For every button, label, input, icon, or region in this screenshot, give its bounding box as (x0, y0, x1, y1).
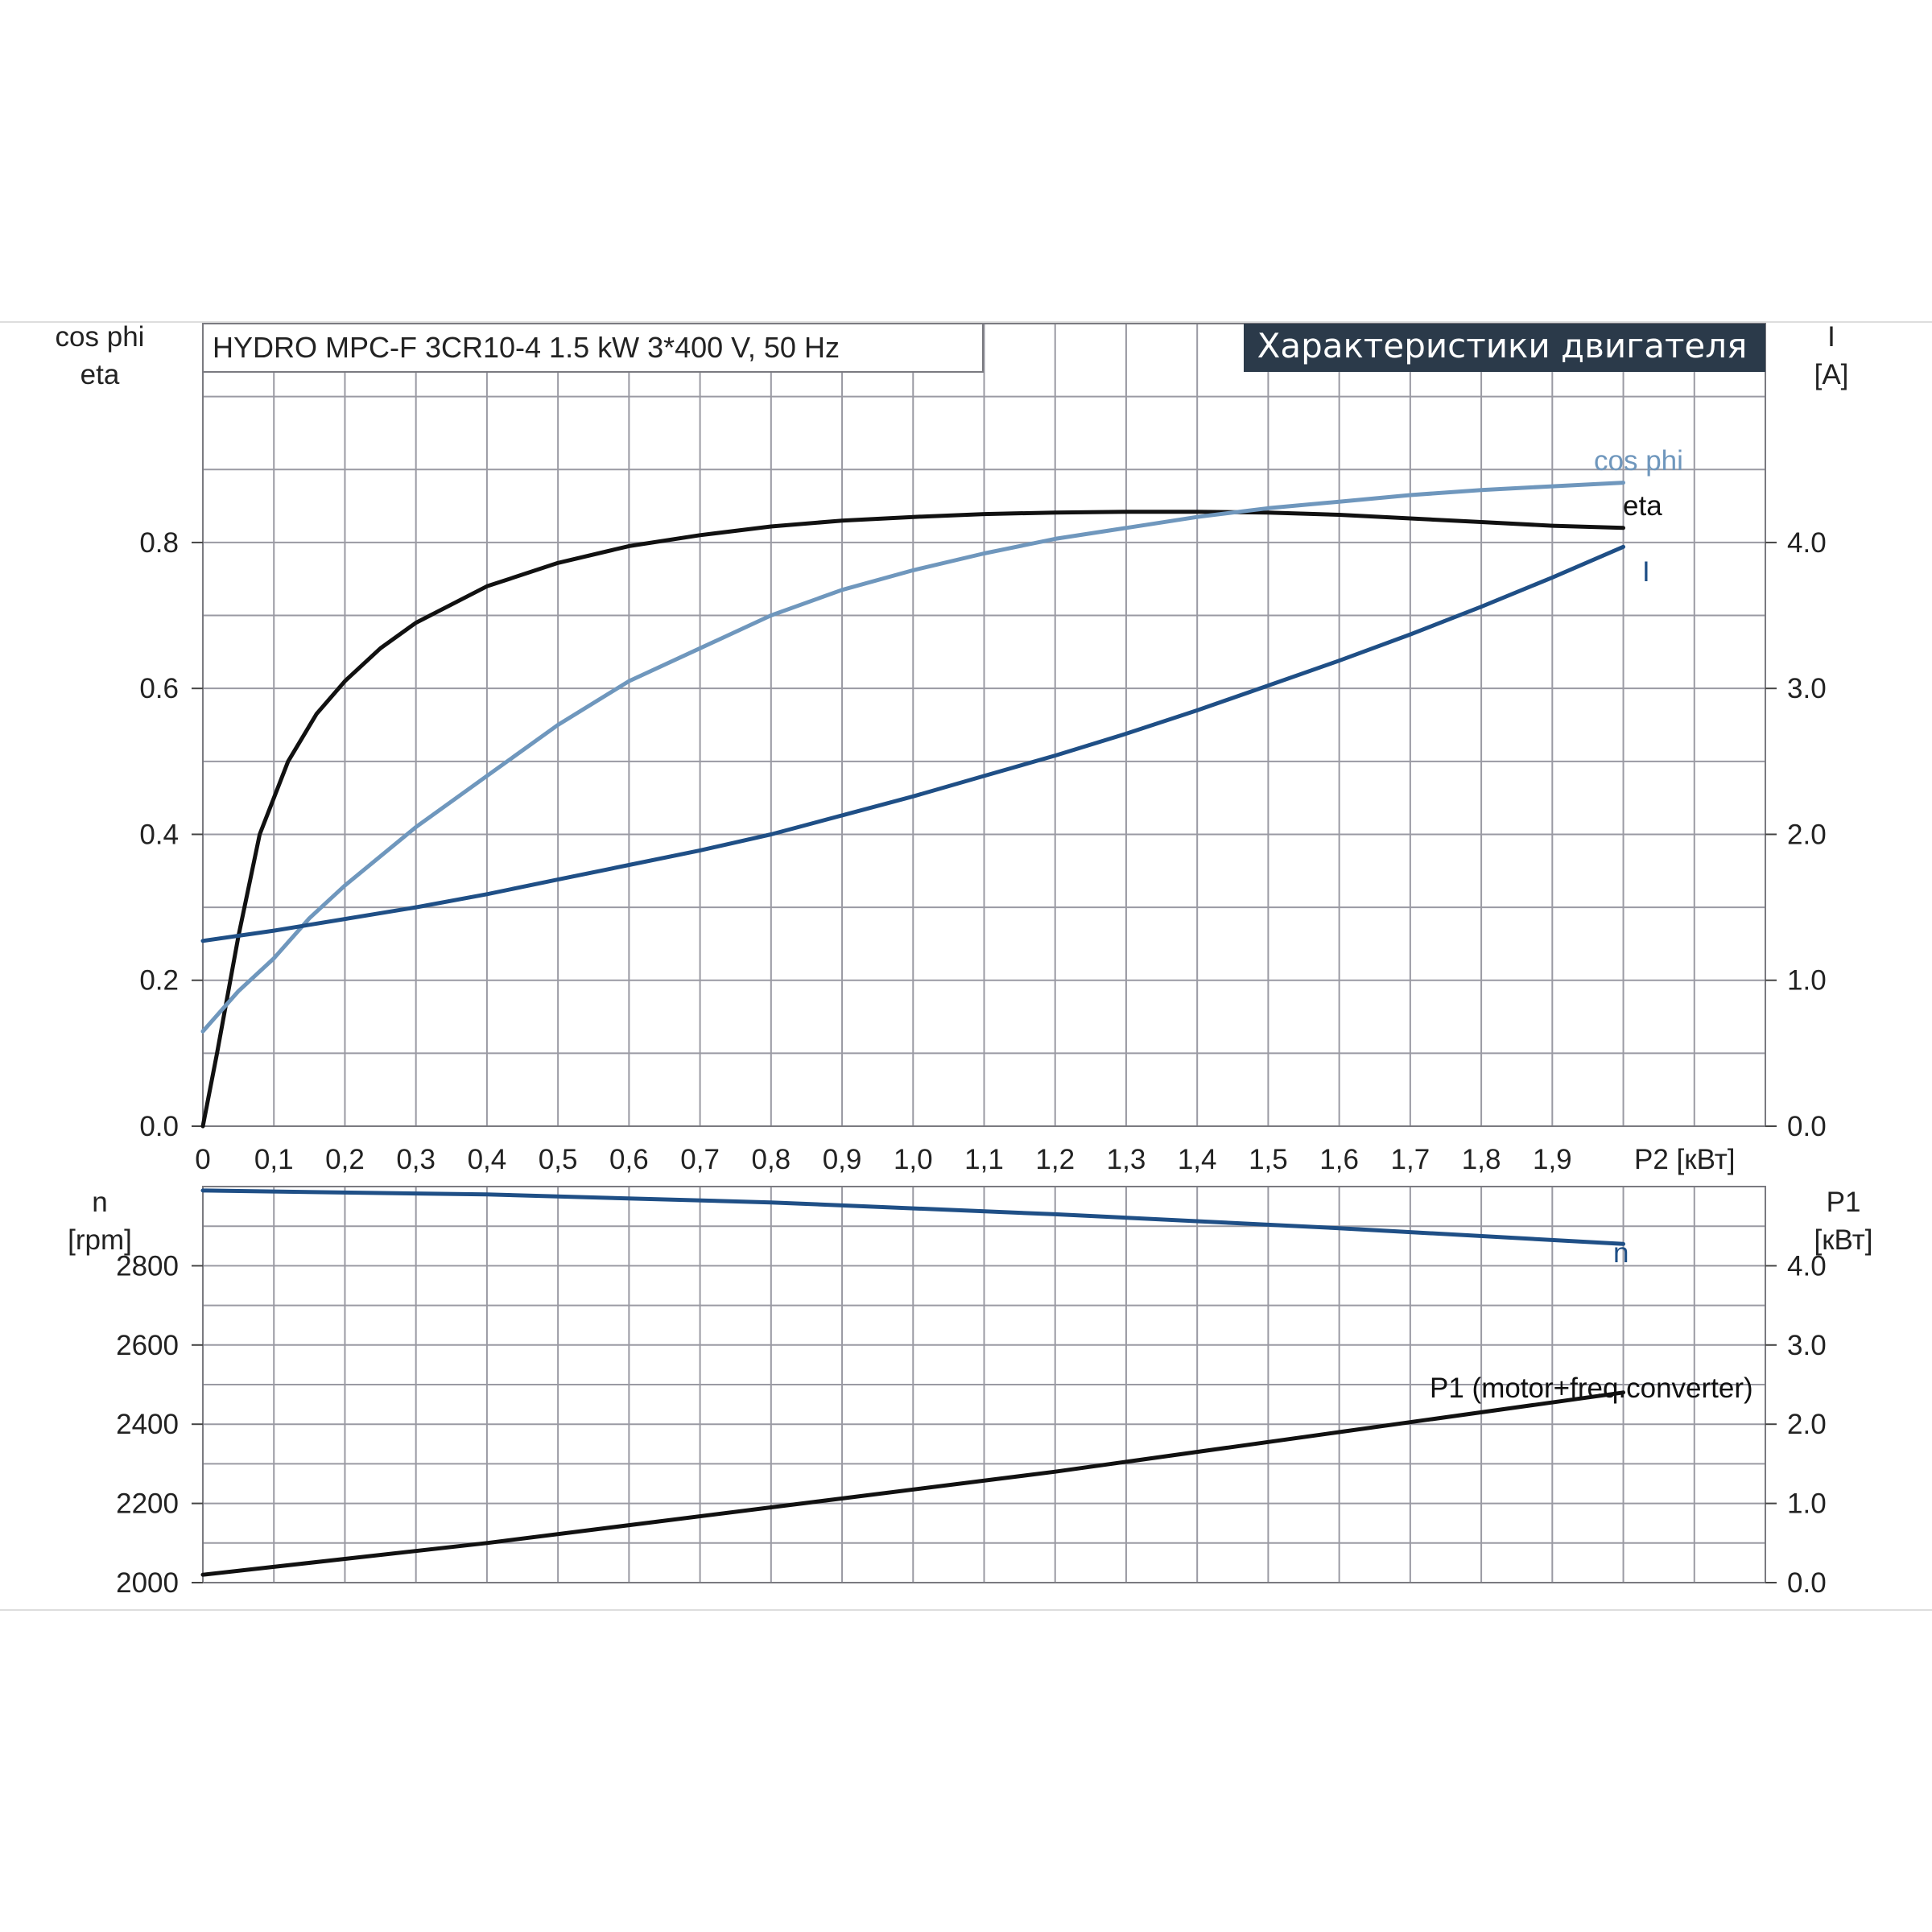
left-tick-label: 0.2 (139, 965, 179, 997)
right-tick-label: 1.0 (1787, 1488, 1827, 1520)
left-tick-label: 0.8 (139, 527, 179, 559)
left-tick-label: 2600 (116, 1330, 179, 1361)
x-tick-label: 0,5 (539, 1144, 578, 1175)
right-axis-label-i: I (1827, 321, 1835, 353)
series-line-n (200, 1188, 1625, 1246)
left-tick-label: 2000 (116, 1567, 179, 1599)
tick-labels: 0 0,1 0,2 0,3 0,4 0,5 0,6 0,7 0,8 0,9 1,0 1,1 1,2 1,3… (116, 527, 1827, 1599)
x-tick-label: 0,2 (325, 1144, 365, 1175)
right-axis-label-p1: P1 (1827, 1187, 1861, 1218)
series-line-cos-phi (200, 481, 1625, 1034)
x-tick-label: 0,6 (609, 1144, 649, 1175)
left-tick-label: 0.4 (139, 819, 179, 850)
right-tick-label: 4.0 (1787, 1250, 1827, 1282)
series-line-eta (200, 510, 1625, 1129)
left-axis-label-cosphi: cos phi (56, 321, 145, 353)
top-plot-frame (202, 323, 1766, 1127)
bottom-plot-grid (202, 1186, 1766, 1583)
x-tick-label: 1,2 (1035, 1144, 1075, 1175)
series-line-p1-motor-freq-converter (200, 1390, 1625, 1577)
right-tick-label: 0.0 (1787, 1567, 1827, 1599)
x-tick-label: 1,0 (894, 1144, 933, 1175)
chart-subtitle: HYDRO MPC-F 3CR10-4 1.5 kW 3*400 V, 50 H… (213, 331, 840, 364)
right-tick-label: 3.0 (1787, 1330, 1827, 1361)
x-axis-label: P2 [кВт] (1634, 1144, 1736, 1175)
left-tick-label: 2800 (116, 1250, 179, 1282)
right-axis-label-a: [A] (1814, 359, 1849, 390)
left-axis-label-eta: eta (80, 359, 120, 390)
right-axis-label-kw: [кВт] (1814, 1224, 1873, 1256)
left-tick-label: 2400 (116, 1409, 179, 1440)
left-tick-label: 2200 (116, 1488, 179, 1520)
series-label-n: n (1613, 1237, 1629, 1269)
x-tick-label: 0,3 (396, 1144, 436, 1175)
left-tick-label: 0.6 (139, 673, 179, 704)
x-tick-label: 0,4 (468, 1144, 507, 1175)
series-line-i (200, 544, 1625, 943)
bottom-plot-frame (202, 1186, 1766, 1583)
x-tick-label: 1,5 (1249, 1144, 1288, 1175)
x-tick-label: 1,8 (1462, 1144, 1501, 1175)
subtitle-box (202, 323, 984, 373)
top-plot-grid (202, 323, 1766, 1127)
chart-title: Характеристики двигателя (1257, 326, 1748, 365)
series-label-i: I (1642, 556, 1650, 588)
x-tick-label: 1,1 (964, 1144, 1004, 1175)
left-axis-label-n: n (92, 1187, 107, 1218)
right-tick-label: 1.0 (1787, 965, 1827, 997)
x-tick-label: 0,9 (823, 1144, 862, 1175)
title-box (1244, 324, 1765, 372)
x-tick-label: 0,8 (751, 1144, 791, 1175)
right-tick-label: 0.0 (1787, 1111, 1827, 1142)
series-label-eta: eta (1623, 490, 1662, 522)
x-tick-label: 1,3 (1107, 1144, 1146, 1175)
x-tick-label: 0,7 (680, 1144, 720, 1175)
x-tick-label: 0,1 (254, 1144, 294, 1175)
x-tick-label: 1,9 (1533, 1144, 1572, 1175)
left-tick-label: 0.0 (139, 1111, 179, 1142)
right-tick-label: 4.0 (1787, 527, 1827, 559)
x-tick-label: 1,4 (1178, 1144, 1217, 1175)
series-labels: cos phi eta In P1 (motor+freq.converter) (1430, 445, 1753, 1404)
x-tick-label: 1,7 (1391, 1144, 1430, 1175)
right-tick-label: 3.0 (1787, 673, 1827, 704)
x-tick-label: 1,6 (1319, 1144, 1359, 1175)
series-lines (200, 481, 1625, 1577)
left-axis-label-rpm: [rpm] (68, 1224, 132, 1256)
series-label-p1: P1 (motor+freq.converter) (1430, 1373, 1753, 1404)
series-label-cos-phi: cos phi (1594, 445, 1683, 477)
x-tick-label: 0 (195, 1144, 210, 1175)
right-tick-label: 2.0 (1787, 1409, 1827, 1440)
right-tick-label: 2.0 (1787, 819, 1827, 850)
